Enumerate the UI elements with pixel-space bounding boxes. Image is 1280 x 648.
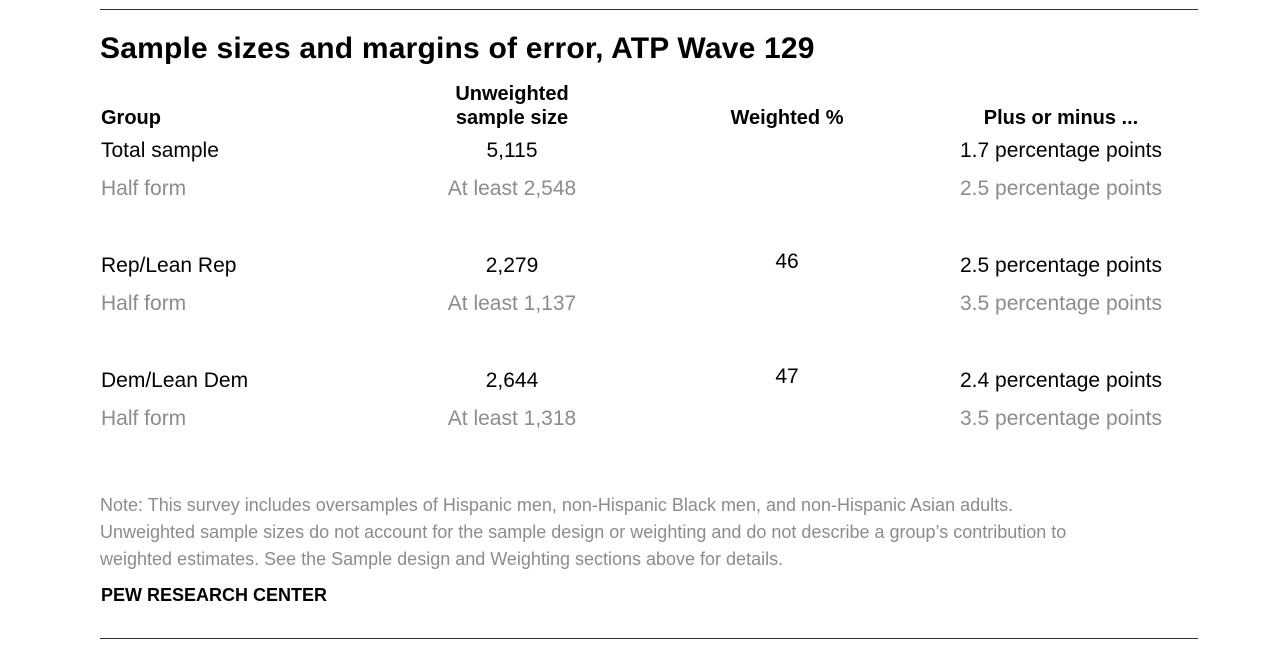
header-group: Group xyxy=(101,107,161,129)
bottom-divider xyxy=(100,638,1198,639)
row-dem-size: 2,644 xyxy=(485,369,539,392)
source-credit: PEW RESEARCH CENTER xyxy=(101,585,328,605)
header-unweighted-sample-size: Unweighted sample size xyxy=(392,82,632,130)
header-plus-minus: Plus or minus ... xyxy=(983,107,1139,129)
row-rep-moe: 2.5 percentage points xyxy=(960,254,1162,277)
footnote-line-3: weighted estimates. See the Sample desig… xyxy=(100,549,784,569)
row-total-sample-moe: 1.7 percentage points xyxy=(960,139,1162,162)
row-dem-half-form-group: Half form xyxy=(101,407,187,430)
row-dem-half-form-moe: 3.5 percentage points xyxy=(960,407,1162,430)
row-rep-half-form-moe: 3.5 percentage points xyxy=(960,292,1162,315)
row-dem-weighted: 47 xyxy=(775,365,799,388)
row-total-sample-group: Total sample xyxy=(101,139,219,162)
header-unweighted-line2: sample size xyxy=(455,107,569,129)
row-total-sample-size: 5,115 xyxy=(486,139,538,162)
header-unweighted-line1: Unweighted xyxy=(455,83,569,105)
row-total-half-form-moe: 2.5 percentage points xyxy=(960,177,1162,200)
header-weighted: Weighted % xyxy=(730,107,844,129)
row-rep-group: Rep/Lean Rep xyxy=(101,254,237,277)
footnote: Note: This survey includes oversamples o… xyxy=(100,492,1210,573)
row-total-half-form-group: Half form xyxy=(101,177,187,200)
page-title: Sample sizes and margins of error, ATP W… xyxy=(100,32,815,65)
row-dem-group: Dem/Lean Dem xyxy=(101,369,249,392)
row-rep-size: 2,279 xyxy=(485,254,539,277)
footnote-line-2: Unweighted sample sizes do not account f… xyxy=(100,522,1067,542)
top-divider xyxy=(100,9,1198,10)
row-dem-half-form-size: At least 1,318 xyxy=(447,407,577,430)
row-total-half-form-size: At least 2,548 xyxy=(447,177,577,200)
row-rep-weighted: 46 xyxy=(775,250,799,273)
row-rep-half-form-size: At least 1,137 xyxy=(447,292,577,315)
footnote-line-1: Note: This survey includes oversamples o… xyxy=(100,495,1014,515)
row-dem-moe: 2.4 percentage points xyxy=(960,369,1162,392)
row-rep-half-form-group: Half form xyxy=(101,292,187,315)
